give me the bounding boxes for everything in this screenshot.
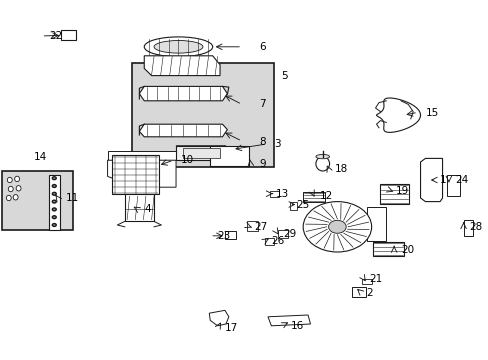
Text: 9: 9 <box>259 159 265 169</box>
Text: 20: 20 <box>400 245 413 255</box>
Text: 1: 1 <box>439 175 446 185</box>
Text: 17: 17 <box>224 323 238 333</box>
Text: 10: 10 <box>181 155 194 165</box>
Polygon shape <box>144 56 220 76</box>
Text: 13: 13 <box>276 189 289 199</box>
Circle shape <box>303 202 371 252</box>
Ellipse shape <box>154 40 203 53</box>
Bar <box>270 191 279 197</box>
Ellipse shape <box>144 37 212 57</box>
Bar <box>463 220 472 236</box>
Text: 28: 28 <box>468 222 482 232</box>
Bar <box>2 171 73 230</box>
Circle shape <box>52 216 56 219</box>
Circle shape <box>52 208 56 211</box>
Bar <box>224 231 235 239</box>
Text: 6: 6 <box>259 42 265 52</box>
Polygon shape <box>420 158 442 202</box>
Ellipse shape <box>315 157 329 171</box>
Circle shape <box>52 192 56 195</box>
Circle shape <box>52 177 56 180</box>
Text: 25: 25 <box>295 200 308 210</box>
Bar <box>372 242 404 256</box>
Ellipse shape <box>8 186 13 192</box>
Bar <box>361 279 371 284</box>
Text: 19: 19 <box>395 186 408 196</box>
Text: 18: 18 <box>334 164 347 174</box>
Text: 16: 16 <box>290 321 304 331</box>
Text: 29: 29 <box>283 229 296 239</box>
Polygon shape <box>107 160 176 187</box>
Bar <box>380 184 408 204</box>
Bar <box>303 192 325 202</box>
Circle shape <box>328 220 346 233</box>
Text: 12: 12 <box>320 191 333 201</box>
Polygon shape <box>176 146 224 160</box>
Text: 15: 15 <box>425 108 438 118</box>
Ellipse shape <box>7 177 12 183</box>
Polygon shape <box>224 146 232 166</box>
Polygon shape <box>107 151 176 160</box>
Text: 3: 3 <box>273 139 280 149</box>
Ellipse shape <box>6 195 11 201</box>
Bar <box>112 155 159 194</box>
Text: 21: 21 <box>368 274 382 284</box>
Ellipse shape <box>16 186 21 191</box>
Text: 14: 14 <box>34 152 47 162</box>
Text: 26: 26 <box>271 236 284 246</box>
Text: 7: 7 <box>259 99 265 109</box>
Polygon shape <box>209 310 228 326</box>
Text: 5: 5 <box>281 71 287 81</box>
Bar <box>366 207 386 241</box>
Polygon shape <box>267 315 310 326</box>
Bar <box>49 175 60 230</box>
Bar <box>61 30 76 40</box>
Bar <box>210 146 249 166</box>
Polygon shape <box>139 124 227 137</box>
Bar <box>124 194 154 221</box>
Bar <box>183 148 220 158</box>
Bar <box>351 287 365 297</box>
Ellipse shape <box>15 176 20 181</box>
Ellipse shape <box>315 154 329 159</box>
Text: 27: 27 <box>254 222 267 232</box>
Circle shape <box>52 200 56 203</box>
Text: 4: 4 <box>144 204 151 214</box>
Polygon shape <box>139 86 227 101</box>
Bar <box>246 221 257 231</box>
Polygon shape <box>176 146 232 151</box>
Text: 8: 8 <box>259 137 265 147</box>
Circle shape <box>52 185 56 188</box>
Bar <box>132 63 273 167</box>
Text: 11: 11 <box>66 193 79 203</box>
Text: 2: 2 <box>366 288 373 298</box>
Text: 22: 22 <box>49 31 62 41</box>
Ellipse shape <box>13 194 18 200</box>
Text: 24: 24 <box>454 175 467 185</box>
Bar <box>264 238 273 245</box>
Circle shape <box>52 224 56 226</box>
Bar <box>289 202 297 210</box>
Text: 23: 23 <box>217 231 230 241</box>
Bar <box>277 230 287 238</box>
Bar <box>447 175 459 196</box>
